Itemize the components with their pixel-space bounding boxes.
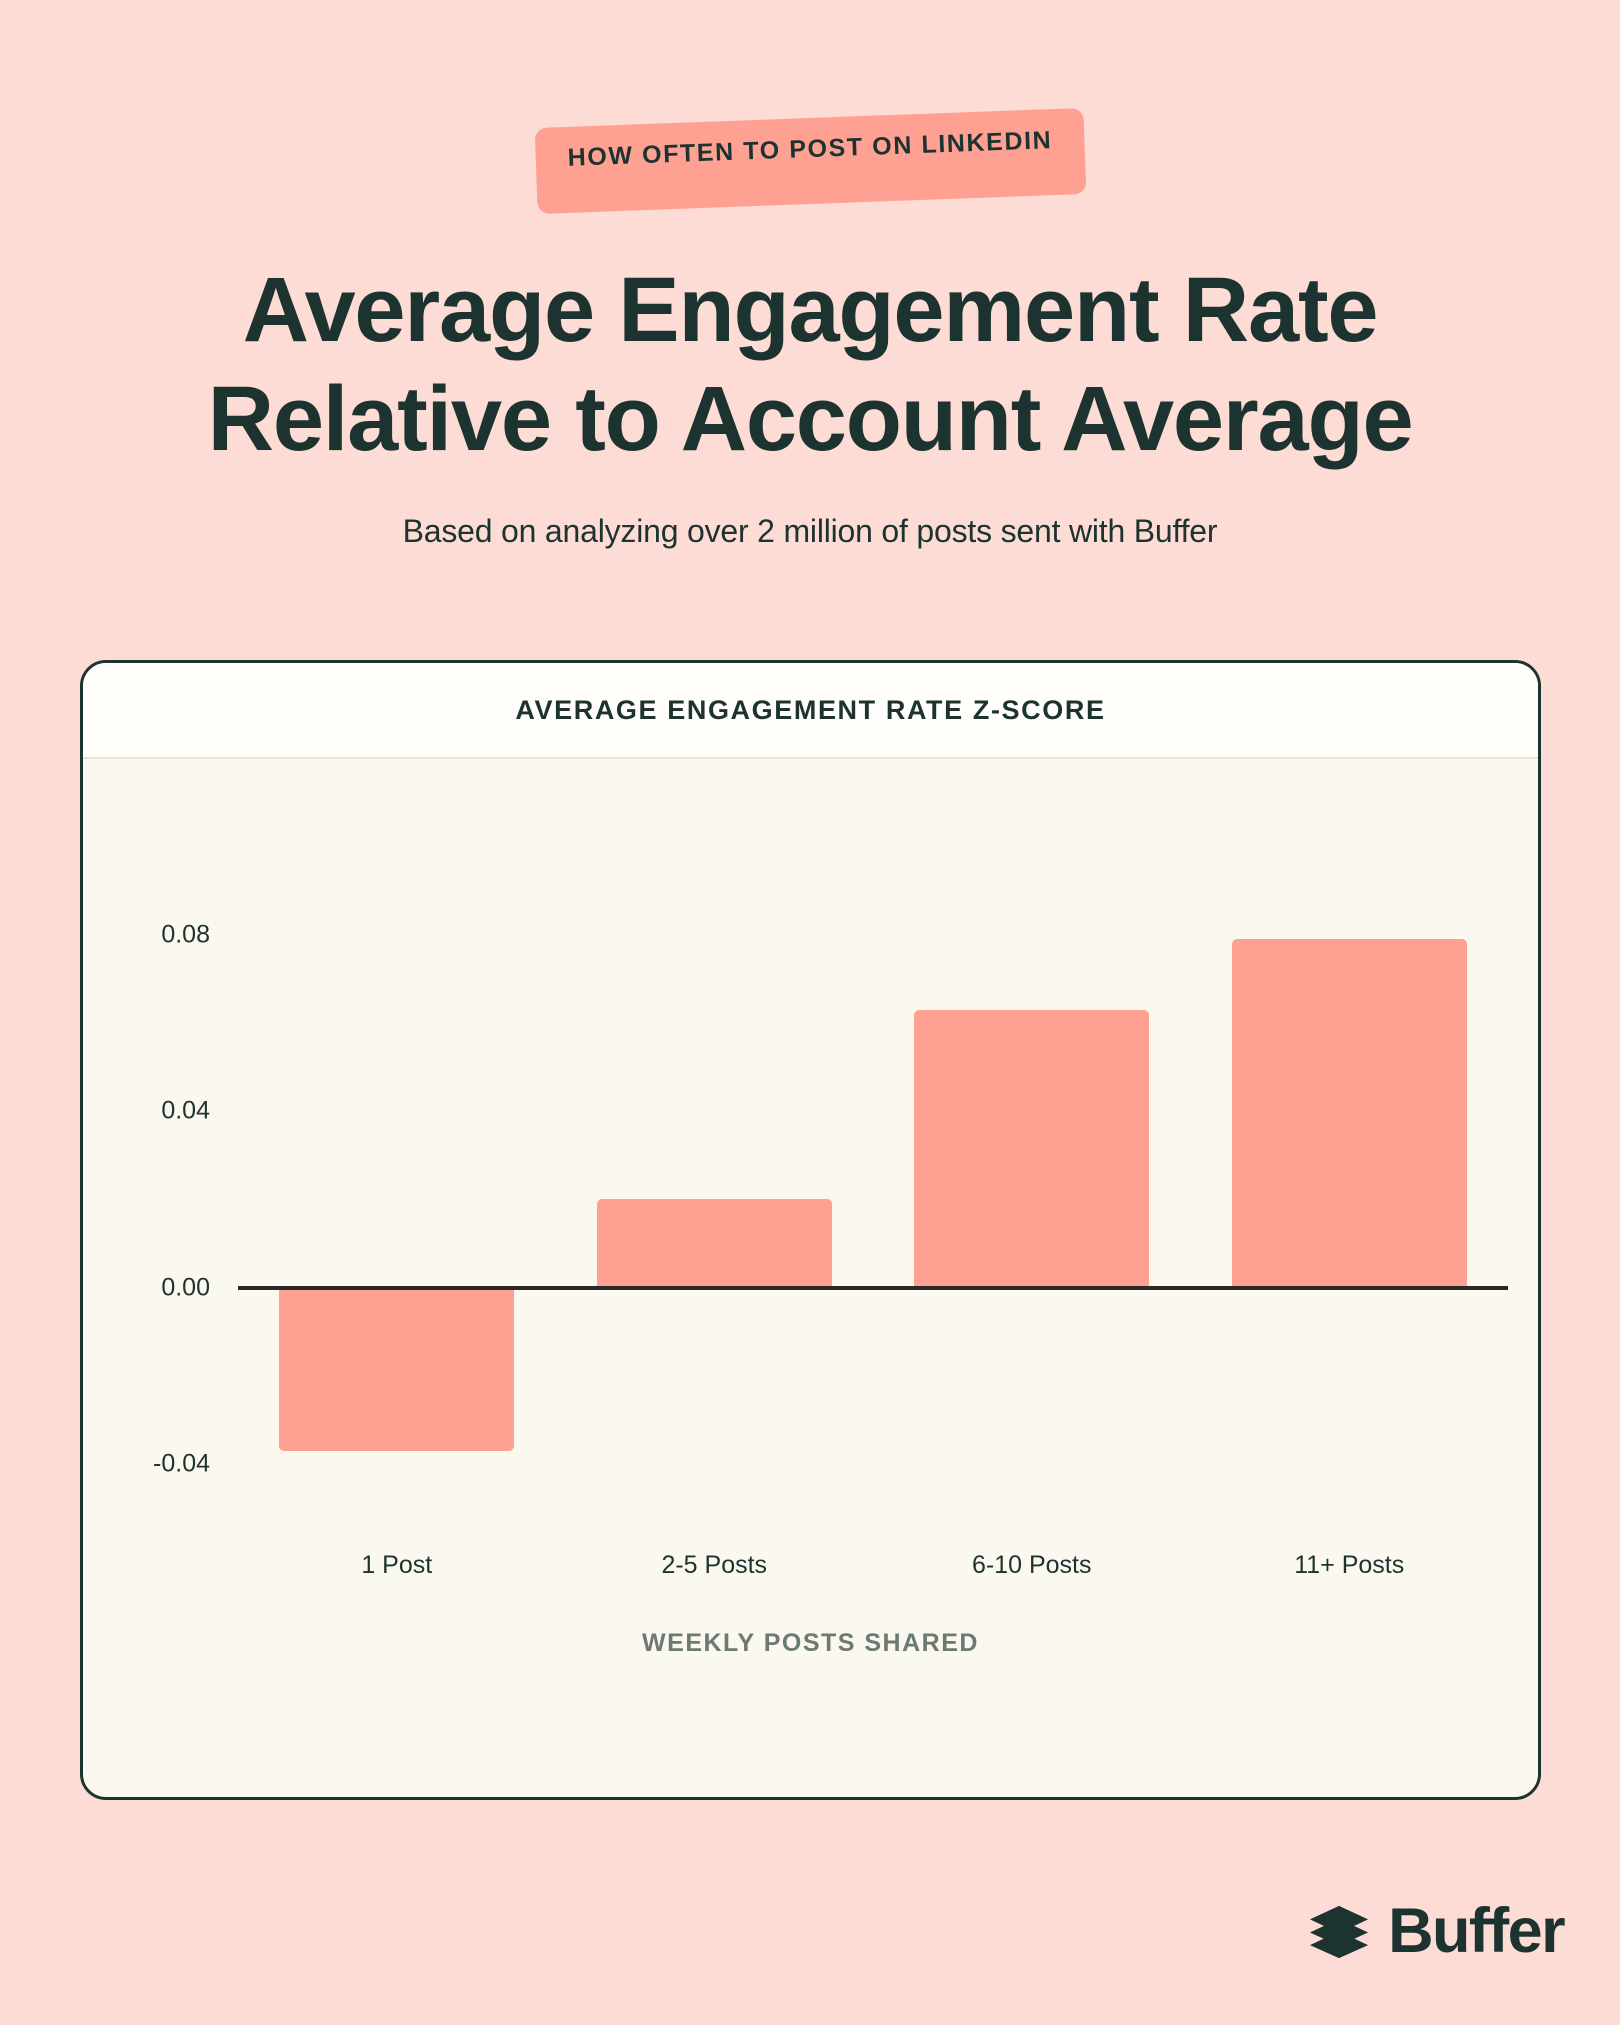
- x-axis-tick-label: 6-10 Posts: [971, 1551, 1092, 1579]
- y-axis-tick-label: 0.04: [161, 1096, 210, 1125]
- page-subtitle: Based on analyzing over 2 million of pos…: [402, 513, 1218, 550]
- bar[interactable]: [596, 1199, 832, 1288]
- chart-plot-area: WEEKLY POSTS SHARED 0.08 0.04 0.00 -0.04 1 P…: [83, 759, 1538, 1797]
- x-axis-title: WEEKLY POSTS SHARED: [642, 1629, 979, 1657]
- category-badge: HOW OFTEN TO POST ON LINKEDIN: [534, 107, 1086, 215]
- bar[interactable]: [1231, 939, 1467, 1288]
- y-axis-tick-label: 0.00: [161, 1273, 210, 1302]
- x-axis-tick-label: 1 Post: [361, 1551, 433, 1579]
- bar[interactable]: [279, 1287, 515, 1451]
- buffer-layers-icon: [1310, 1905, 1369, 1958]
- x-axis-tick-label: 2-5 Posts: [661, 1551, 768, 1579]
- x-axis-tick-label: 11+ Posts: [1294, 1551, 1405, 1579]
- badge-container: HOW OFTEN TO POST ON LINKEDIN: [0, 107, 1620, 215]
- page-title-line-2: Relative to Account Average: [207, 367, 1414, 470]
- page-title-line-1: Average Engagement Rate: [242, 259, 1379, 361]
- y-axis-tick-label: 0.08: [161, 920, 210, 949]
- buffer-logo: Buffer: [1308, 1896, 1566, 1966]
- bar-group: [596, 759, 832, 1797]
- zero-baseline: [238, 1285, 1508, 1290]
- bar-group: [914, 759, 1150, 1797]
- page-title: Average Engagement Rate Relative to Acco…: [0, 256, 1620, 473]
- chart-card-header: AVERAGE ENGAGEMENT RATE Z-SCORE: [83, 663, 1538, 759]
- bar-group: [1231, 759, 1467, 1797]
- header: HOW OFTEN TO POST ON LINKEDIN Average En…: [0, 0, 1620, 550]
- y-axis-tick-label: -0.04: [153, 1449, 210, 1478]
- chart-title: AVERAGE ENGAGEMENT RATE Z-SCORE: [515, 694, 1106, 725]
- buffer-wordmark: Buffer: [1388, 1896, 1566, 1966]
- chart-card: AVERAGE ENGAGEMENT RATE Z-SCORE WEEKLY P…: [80, 660, 1541, 1800]
- bar-group: [279, 759, 515, 1797]
- bar[interactable]: [914, 1009, 1150, 1288]
